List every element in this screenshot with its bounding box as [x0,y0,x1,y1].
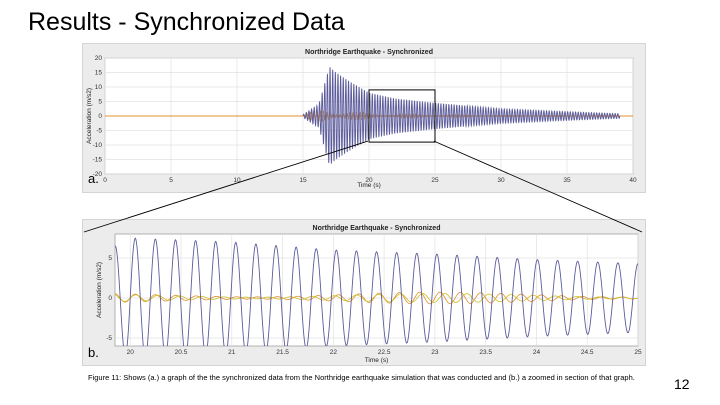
y-tick-label: 5 [98,99,102,106]
x-axis-label: Time (s) [365,357,389,364]
x-tick-label: 35 [563,177,571,184]
x-tick-label: 24.5 [581,349,594,356]
series-primary-line [302,67,621,164]
x-tick-label: 21 [228,349,236,356]
chart-title: Northridge Earthquake - Synchronized [313,225,441,232]
x-tick-label: 20 [127,349,135,356]
figure-caption: Figure 11: Shows (a.) a graph of the the… [88,373,635,382]
x-tick-label: 24 [533,349,541,356]
x-tick-label: 5 [169,177,173,184]
chart-zoomed-section: 20 20.5 21 21.5 22 22.5 23 23.5 24 24.5 25 -5 0 5 Nort… [96,225,642,364]
x-tick-label: 15 [299,177,307,184]
chart-panel-full: 0 5 10 15 20 25 30 35 40 -20 -15 -10 -5 0 5 10 15 20 North… [82,43,646,193]
x-tick-label: 10 [233,177,241,184]
y-tick-label: -5 [96,128,102,135]
zoom-box [368,89,436,143]
y-tick-label: 5 [108,255,112,262]
x-tick-label: 0 [103,177,107,184]
y-tick-label: -15 [93,157,103,164]
slide-title: Results - Synchronized Data [28,8,345,36]
y-tick-label: -5 [106,335,112,342]
x-axis-label: Time (s) [357,182,381,189]
y-tick-label: 0 [98,113,102,120]
y-tick-label: 20 [95,55,103,62]
x-tick-label: 22.5 [378,349,391,356]
y-axis-label: Acceleration (m/s2) [96,262,103,318]
series-tertiary-line [115,293,638,303]
x-tick-label: 25 [634,349,642,356]
panel-label-b: b. [88,345,99,360]
chart-panel-zoomed: 20 20.5 21 21.5 22 22.5 23 23.5 24 24.5 25 -5 0 5 Nort… [82,219,646,366]
x-tick-label: 40 [629,177,637,184]
x-tick-label: 23 [431,349,439,356]
y-tick-label: 15 [95,70,103,77]
series-primary-line [115,237,638,346]
x-tick-label: 30 [497,177,505,184]
y-axis-label: Acceleration (m/s2) [86,88,93,144]
x-tick-label: 21.5 [276,349,289,356]
chart-full-record: 0 5 10 15 20 25 30 35 40-20-15-10-505101520North… [86,49,637,189]
y-tick-label: 10 [95,84,103,91]
x-tick-label: 25 [431,177,439,184]
x-tick-label: 22 [330,349,338,356]
page-number: 12 [674,376,690,392]
chart-title: Northridge Earthquake - Synchronized [305,49,433,56]
x-tick-label: 23.5 [479,349,492,356]
x-tick-label: 20.5 [175,349,188,356]
y-tick-label: 0 [108,295,112,302]
panel-label-a: a. [88,171,99,186]
y-tick-label: -10 [93,142,103,149]
x-tick-label: 20 [365,177,373,184]
